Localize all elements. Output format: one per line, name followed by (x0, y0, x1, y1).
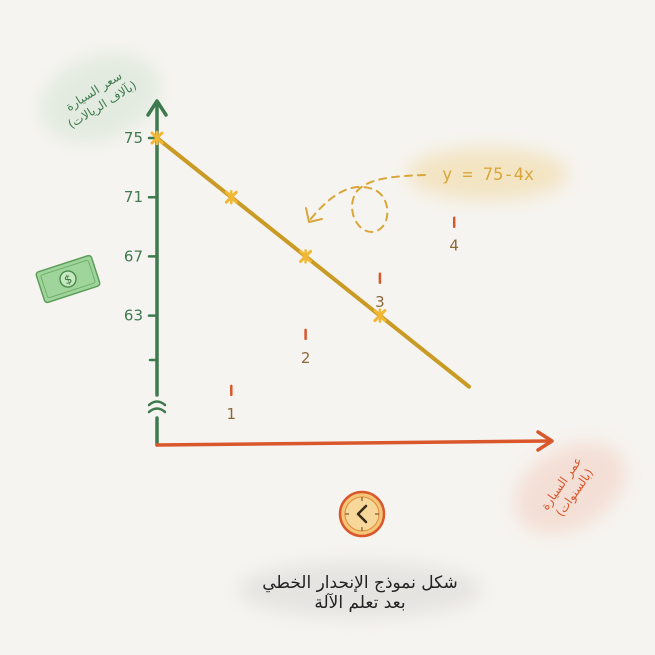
y-tick-label-67: 67 (124, 247, 143, 265)
y-axis: 63 67 71 75 (124, 99, 168, 447)
equation-highlight (408, 148, 568, 200)
ylabel-highlight (39, 53, 161, 143)
data-point (299, 249, 313, 264)
caption-highlight (238, 562, 482, 618)
y-tick-label-75: 75 (124, 129, 143, 147)
equation-label: y = 75-4x (442, 165, 534, 185)
y-tick-label-63: 63 (124, 307, 143, 325)
data-point (150, 130, 164, 146)
x-tick-label-1: 1 (227, 405, 237, 423)
y-axis-break-mark (147, 400, 167, 414)
svg-text:$: $ (62, 272, 74, 288)
data-point (224, 189, 238, 205)
y-tick-label-71: 71 (124, 188, 143, 206)
x-tick-label-2: 2 (301, 349, 311, 367)
chart-caption: شكل نموذج الإنحدار الخطي بعد تعلم الآلة (262, 573, 458, 613)
caption-line-1: شكل نموذج الإنحدار الخطي (262, 573, 458, 593)
xlabel-highlight (514, 442, 626, 534)
x-tick-label-3: 3 (375, 293, 385, 311)
dollar-bill-icon: $ (35, 254, 101, 304)
x-axis: 1 2 3 4 (155, 216, 554, 452)
caption-line-2: بعد تعلم الآلة (314, 592, 405, 613)
equation-annotation: y = 75-4x (305, 165, 534, 234)
x-axis-arrow (536, 430, 554, 452)
data-point (373, 308, 387, 323)
regression-line (155, 136, 472, 389)
equation-arrow-head (305, 207, 323, 223)
x-tick-label-4: 4 (449, 237, 459, 255)
y-axis-arrow (146, 99, 168, 117)
clock-icon (338, 490, 386, 538)
equation-arrow (309, 174, 426, 234)
x-axis-line (155, 439, 552, 447)
